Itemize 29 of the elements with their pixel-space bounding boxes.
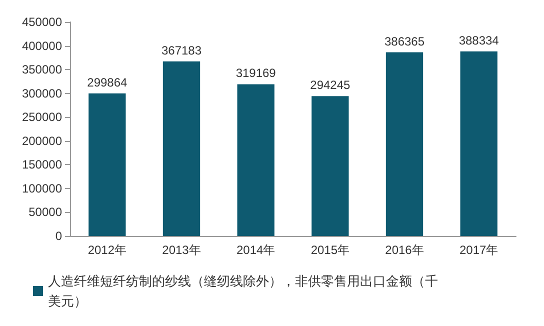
y-tick-label: 250000	[22, 110, 62, 124]
bar	[88, 93, 126, 236]
y-tick-label: 150000	[22, 158, 62, 172]
data-label: 367183	[161, 43, 202, 58]
x-tick-label: 2013年	[162, 243, 201, 257]
y-tick-label: 200000	[22, 134, 62, 148]
data-label: 294245	[310, 78, 351, 92]
data-label: 388334	[458, 33, 500, 48]
y-tick-label: 400000	[22, 38, 62, 53]
x-tick-label: 2015年	[310, 243, 350, 257]
data-label: 299864	[87, 75, 128, 90]
y-tick-label: 300000	[22, 86, 62, 100]
bar	[312, 96, 349, 236]
y-tick-label: 350000	[22, 62, 62, 77]
x-tick-label: 2014年	[236, 243, 276, 257]
y-tick-label: 0	[55, 229, 62, 243]
y-tick-label: 50000	[28, 205, 62, 220]
data-label: 319169	[236, 66, 276, 80]
x-tick-label: 2012年	[88, 243, 127, 257]
y-tick-label: 100000	[22, 181, 62, 196]
x-tick-label: 2016年	[385, 243, 424, 257]
y-tick-label: 450000	[22, 15, 62, 29]
x-tick-label: 2017年	[459, 243, 498, 257]
bar	[386, 52, 424, 236]
bar	[162, 61, 200, 236]
legend-label: 人造纤维短纤纺制的纱线（缝纫线除外），非供零售用出口金额（千美元）	[48, 274, 438, 308]
bar	[237, 84, 274, 236]
bar	[460, 51, 498, 236]
data-label: 386365	[384, 34, 425, 48]
